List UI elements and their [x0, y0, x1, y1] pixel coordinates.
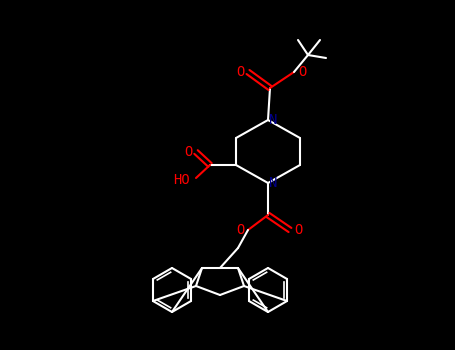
Text: O: O [236, 65, 244, 79]
Text: HO: HO [174, 173, 190, 187]
Text: N: N [269, 113, 277, 127]
Text: O: O [294, 223, 302, 237]
Text: O: O [184, 145, 192, 159]
Text: O: O [298, 65, 306, 79]
Text: N: N [269, 176, 277, 190]
Text: O: O [236, 223, 244, 237]
